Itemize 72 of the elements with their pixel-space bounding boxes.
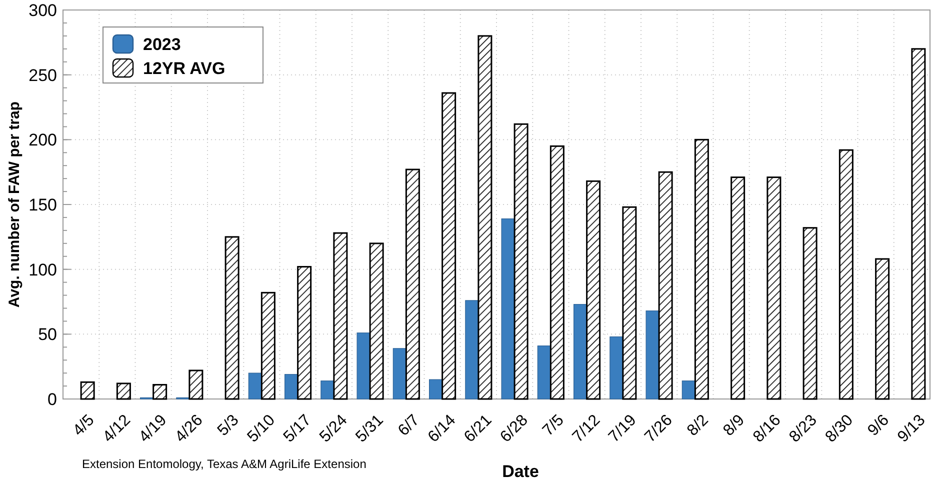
bar (478, 35, 492, 400)
x-tick-label: 6/7 (395, 412, 423, 440)
bar (574, 304, 588, 400)
x-tick-label: 8/16 (750, 412, 784, 446)
bar (646, 310, 660, 400)
bar (610, 336, 624, 400)
x-tick-label: 9/13 (894, 412, 929, 446)
y-tick-label: 250 (28, 66, 57, 85)
legend-label: 2023 (143, 35, 181, 54)
x-tick-label: 5/3 (214, 412, 242, 440)
bar (622, 206, 637, 400)
bar (297, 266, 312, 400)
y-tick-label: 300 (28, 0, 57, 20)
bar (442, 92, 456, 400)
y-tick-label: 200 (28, 130, 57, 150)
x-tick-label: 4/26 (172, 412, 206, 446)
bar (550, 145, 564, 400)
x-tick-label: 4/12 (100, 412, 134, 446)
bar (537, 346, 551, 400)
bar (429, 379, 443, 400)
bar (875, 258, 890, 400)
bar (392, 348, 406, 400)
x-tick-label: 7/12 (570, 412, 604, 446)
bar (586, 180, 601, 400)
bar (248, 372, 262, 400)
bar (224, 236, 240, 400)
bar (802, 227, 818, 400)
x-tick-label: 7/26 (642, 412, 676, 446)
bar (682, 380, 696, 400)
x-tick-label: 8/23 (786, 412, 820, 446)
x-tick-label: 6/14 (425, 412, 460, 446)
x-tick-label: 8/9 (720, 412, 748, 440)
bar (116, 382, 131, 400)
bar (188, 370, 204, 400)
x-tick-label: 6/21 (461, 412, 496, 446)
bar (501, 218, 515, 400)
y-tick-label: 50 (38, 325, 57, 344)
x-tick-label: 4/19 (136, 412, 170, 446)
bar (333, 232, 348, 400)
x-tick-label: 9/6 (864, 412, 893, 440)
bar (465, 300, 479, 400)
bar (838, 149, 854, 400)
x-tick-label: 6/28 (497, 412, 532, 446)
bar (405, 168, 420, 400)
x-tick-label: 5/31 (352, 412, 387, 446)
bar (260, 292, 276, 400)
text: Extension Entomology, Texas A&M AgriLife Extension (82, 457, 366, 471)
x-tick-label: 7/19 (606, 412, 640, 446)
bar (356, 332, 370, 400)
bar (694, 138, 709, 400)
x-tick-label: 5/24 (316, 412, 351, 446)
x-tick-label: 4/5 (70, 412, 98, 440)
bar (911, 48, 926, 400)
legend-label: 12YR AVG (143, 59, 226, 78)
bar (658, 171, 673, 400)
x-axis-title: Date (502, 462, 539, 481)
bar (514, 123, 528, 400)
x-tick-label: 5/10 (244, 412, 279, 446)
x-tick-label: 8/2 (684, 412, 712, 440)
bar (766, 176, 782, 400)
bar (369, 242, 384, 400)
bar (730, 176, 746, 400)
y-tick-label: 150 (28, 195, 57, 214)
y-axis-title: Avg. number of FAW per trap (6, 101, 23, 308)
bar (80, 381, 95, 400)
x-tick-label: 8/30 (822, 412, 857, 446)
y-tick-label: 0 (48, 390, 57, 409)
bar (152, 384, 168, 400)
bar (320, 380, 334, 400)
bar (284, 374, 298, 400)
y-tick-label: 100 (28, 260, 57, 280)
x-tick-label: 7/5 (540, 412, 568, 440)
